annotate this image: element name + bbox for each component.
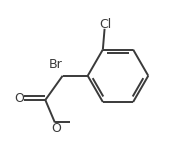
Text: Cl: Cl [99, 18, 112, 31]
Text: O: O [51, 122, 61, 135]
Text: Br: Br [49, 58, 63, 71]
Text: O: O [14, 92, 24, 105]
